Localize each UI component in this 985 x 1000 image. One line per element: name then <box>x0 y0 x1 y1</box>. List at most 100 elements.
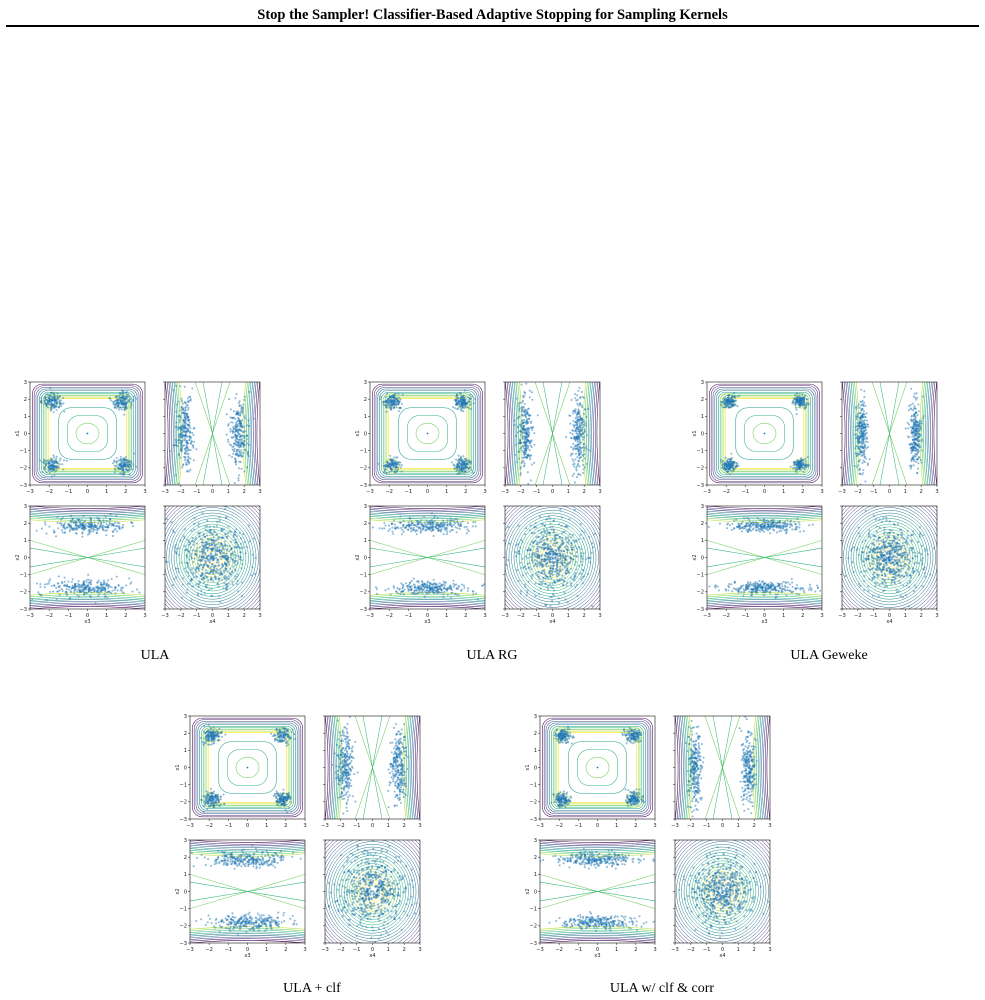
sample-point <box>457 458 460 461</box>
sample-point <box>568 414 571 417</box>
sample-point <box>211 563 214 566</box>
contour-line <box>508 382 512 485</box>
sample-point <box>458 467 461 470</box>
sample-point <box>577 449 580 453</box>
sample-point <box>462 462 465 466</box>
sample-point <box>88 528 91 531</box>
sample-point <box>234 530 237 533</box>
sample-point <box>551 558 554 561</box>
sample-point <box>540 571 543 574</box>
sample-point <box>521 460 524 463</box>
sample-point <box>736 462 739 466</box>
sample-point <box>395 590 398 593</box>
sample-point <box>73 520 76 523</box>
x-axis-label: x3 <box>424 619 430 625</box>
sample-point <box>442 593 445 596</box>
sample-point <box>563 580 566 583</box>
sample-point <box>543 525 546 528</box>
sample-point <box>553 539 556 542</box>
contour-line <box>67 415 108 452</box>
sample-point <box>569 576 572 579</box>
sample-point <box>122 460 126 463</box>
sample-point <box>187 456 190 459</box>
y-tick-label: 0 <box>24 431 27 437</box>
sample-point <box>421 590 424 593</box>
contour-line <box>30 509 145 513</box>
sample-point <box>55 461 58 464</box>
sample-point <box>35 582 39 585</box>
sample-point <box>53 474 56 477</box>
sample-point <box>188 558 191 561</box>
sample-point <box>217 579 221 582</box>
sample-point <box>89 581 92 584</box>
sample-point <box>579 424 583 427</box>
sample-point <box>440 589 443 592</box>
sample-point <box>466 521 470 525</box>
sample-point <box>407 528 410 531</box>
sample-point <box>227 582 230 585</box>
sample-point <box>549 540 552 543</box>
sample-point <box>529 414 532 417</box>
sample-point <box>204 553 207 556</box>
contour-line <box>510 382 514 485</box>
contour-line <box>709 383 820 484</box>
sample-point <box>200 541 204 544</box>
sample-point <box>428 584 431 587</box>
contour-line <box>584 382 588 485</box>
sample-point <box>195 567 198 570</box>
sample-point <box>408 583 411 586</box>
sample-point <box>237 479 240 482</box>
contour-line <box>718 391 811 476</box>
sample-point <box>519 465 522 469</box>
sample-point <box>117 459 120 462</box>
sample-point <box>423 595 426 598</box>
sample-point <box>40 594 43 597</box>
sample-point <box>106 526 109 529</box>
sample-point <box>542 546 545 549</box>
sample-point <box>432 534 435 538</box>
sample-point <box>533 461 536 464</box>
sample-point <box>390 408 393 411</box>
sample-point <box>525 412 528 415</box>
sample-point <box>215 561 218 564</box>
sample-point <box>131 468 134 471</box>
sample-point <box>536 540 539 544</box>
sample-point <box>530 440 533 444</box>
sample-point <box>549 526 552 529</box>
sample-point <box>519 546 522 549</box>
sample-point <box>76 582 80 585</box>
sample-point <box>466 589 469 592</box>
sample-point <box>465 532 468 535</box>
sample-point <box>85 578 89 581</box>
sample-point <box>206 530 209 533</box>
sample-point <box>525 382 528 385</box>
sample-point <box>412 583 415 586</box>
sample-point <box>428 525 431 529</box>
sample-point <box>392 532 395 535</box>
sample-point <box>185 591 188 594</box>
sample-point <box>69 514 73 517</box>
sample-point <box>550 599 554 603</box>
sample-point <box>453 521 456 524</box>
sample-point <box>584 447 587 450</box>
y-tick-label: −2 <box>19 590 27 596</box>
sample-point <box>442 587 445 590</box>
sample-point <box>472 593 475 596</box>
sample-scatter <box>719 391 810 476</box>
sample-point <box>398 401 401 404</box>
sample-point <box>518 423 521 426</box>
sample-point <box>192 560 195 564</box>
sample-point <box>234 459 237 462</box>
sample-point <box>220 536 223 539</box>
sample-point <box>231 421 234 424</box>
sample-scatter <box>168 384 255 485</box>
sample-point <box>174 474 177 477</box>
sample-point <box>239 556 242 559</box>
sample-point <box>97 519 100 522</box>
sample-point <box>575 568 578 571</box>
sample-point <box>549 517 552 520</box>
sample-point <box>452 519 455 522</box>
sample-point <box>229 556 232 559</box>
x-tick-label: 3 <box>483 613 486 619</box>
sample-point <box>57 527 60 530</box>
